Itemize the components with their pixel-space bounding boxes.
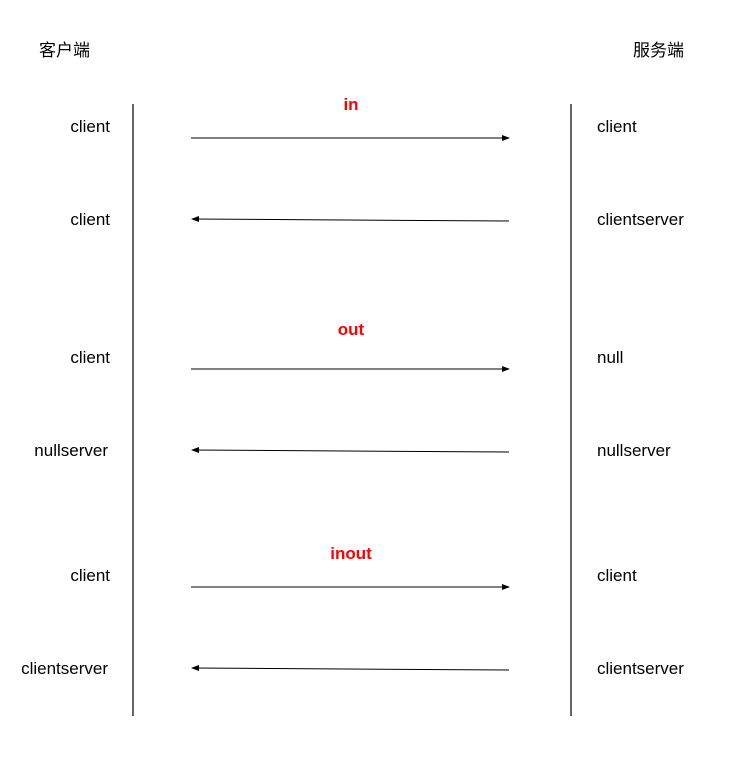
inout-request-client-value: client: [70, 566, 110, 585]
in-response-client-value: client: [70, 210, 110, 229]
section-title-inout: inout: [330, 544, 372, 563]
in-request-server-value: client: [597, 117, 637, 136]
in-response-arrow: [191, 216, 510, 223]
section-title-out: out: [337, 320, 365, 339]
client-side-header: 客户端: [39, 41, 90, 61]
out-request-server-value: null: [597, 348, 624, 367]
out-response-arrow: [191, 447, 510, 454]
inout-request-server-value: client: [597, 566, 637, 585]
inout-response-client-value: clientserver: [21, 659, 108, 678]
in-request-client-value: client: [70, 117, 110, 136]
in-response-server-value: clientserver: [597, 210, 684, 229]
server-side-header: 服务端: [633, 41, 684, 61]
inout-response-server-value: clientserver: [597, 659, 684, 678]
inout-response-arrow: [191, 665, 510, 672]
out-response-server-value: nullserver: [597, 441, 671, 460]
out-response-client-value: nullserver: [34, 441, 108, 460]
out-request-client-value: client: [70, 348, 110, 367]
section-title-in: in: [343, 95, 359, 114]
